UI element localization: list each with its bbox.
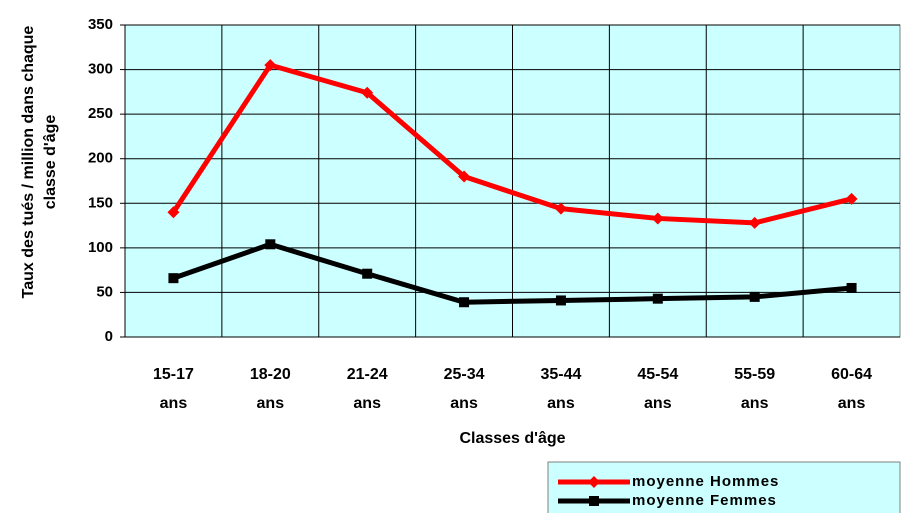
x-tick-label: 21-24 ans — [346, 366, 388, 412]
point — [845, 192, 858, 205]
point — [651, 212, 664, 225]
y-tick-label: 200 — [88, 150, 113, 167]
x-tick-label: 45-54 ans — [637, 366, 679, 412]
x-axis-title: Classes d'âge — [459, 430, 566, 447]
y-tick-label: 250 — [88, 105, 113, 122]
legend-label: moyenne Femmes — [632, 492, 777, 509]
point — [264, 59, 277, 72]
x-tick-label: 25-34 ans — [443, 366, 485, 412]
point — [265, 239, 276, 250]
y-tick-label: 300 — [88, 61, 113, 78]
series-line — [171, 62, 853, 226]
x-tick-label: 35-44 ans — [540, 366, 582, 412]
y-axis-title: Taux des tués / million dans chaque clas… — [20, 25, 59, 299]
y-tick-label: 100 — [88, 239, 113, 256]
point — [361, 86, 374, 99]
point — [589, 496, 599, 506]
x-tick-label: 55-59 ans — [734, 366, 776, 412]
y-tick-label: 0 — [105, 328, 113, 345]
x-tick-label: 15-17 ans — [152, 366, 194, 412]
legend-box — [547, 461, 901, 513]
y-tick-label: 150 — [88, 194, 113, 211]
point — [588, 476, 600, 488]
point — [362, 268, 373, 279]
point — [168, 273, 179, 284]
point — [554, 202, 567, 215]
point — [652, 293, 663, 304]
legend-label: moyenne Hommes — [632, 473, 779, 490]
point — [555, 295, 566, 306]
x-tick-label: 60-64 ans — [831, 366, 873, 412]
point — [458, 170, 471, 183]
point — [749, 291, 760, 302]
series-line — [172, 241, 852, 305]
point — [459, 297, 470, 308]
y-tick-label: 350 — [88, 16, 113, 33]
point — [748, 216, 761, 229]
x-tick-label: 18-20 ans — [249, 366, 291, 412]
y-tick-label: 50 — [96, 283, 113, 300]
point — [167, 206, 180, 219]
point — [846, 282, 857, 293]
